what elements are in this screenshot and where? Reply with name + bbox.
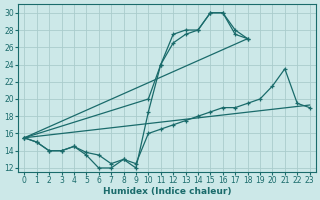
X-axis label: Humidex (Indice chaleur): Humidex (Indice chaleur) bbox=[103, 187, 231, 196]
